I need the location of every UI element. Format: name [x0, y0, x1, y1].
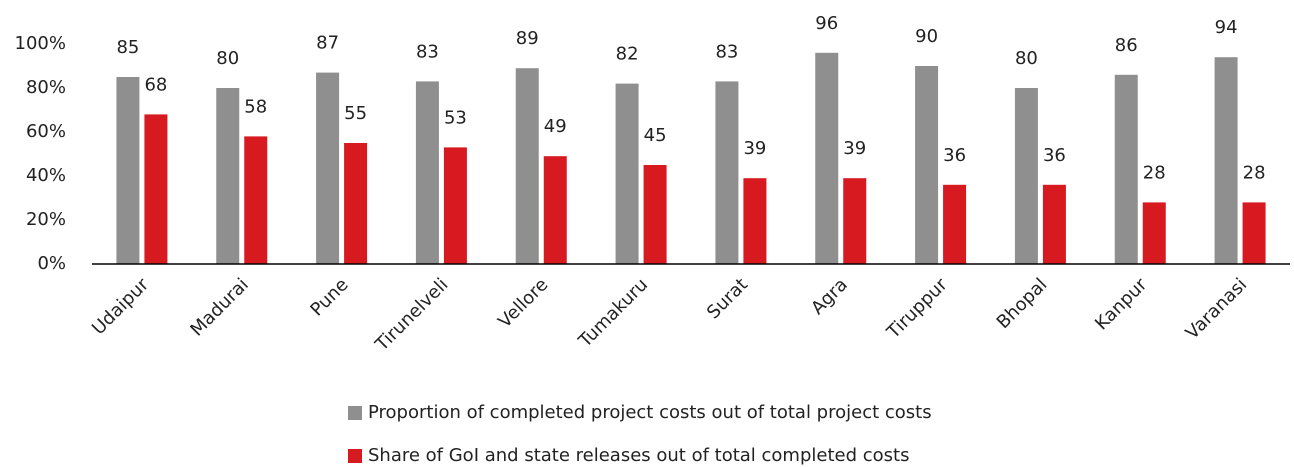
bar [1014, 88, 1038, 264]
data-label: 45 [644, 125, 667, 146]
x-tick-label: Tirunelveli [371, 274, 453, 356]
bar [715, 81, 739, 265]
legend-label: Share of GoI and state releases out of t… [368, 445, 909, 466]
x-tick-label: Bhopal [993, 274, 1052, 333]
data-label: 36 [943, 145, 966, 166]
data-label: 83 [416, 41, 439, 62]
bar [1214, 57, 1238, 265]
bar [743, 178, 767, 264]
bar [915, 66, 939, 264]
bar [1142, 202, 1166, 264]
bar [843, 178, 867, 264]
bar [943, 184, 967, 264]
data-label: 28 [1243, 162, 1266, 183]
x-tick-label: Varanasi [1182, 274, 1251, 343]
data-label: 28 [1143, 162, 1166, 183]
data-label: 90 [915, 26, 938, 47]
bar [244, 136, 268, 264]
data-label: 36 [1043, 145, 1066, 166]
legend-label: Proportion of completed project costs ou… [368, 402, 932, 423]
data-label: 83 [715, 41, 738, 62]
data-label: 86 [1115, 35, 1138, 56]
bar [615, 83, 639, 264]
data-label: 39 [843, 138, 866, 159]
bar [216, 88, 240, 264]
y-tick-label: 0% [37, 253, 66, 274]
bar [415, 81, 439, 265]
data-label: 96 [815, 13, 838, 34]
x-tick-label: Surat [703, 274, 752, 323]
y-tick-label: 20% [26, 209, 66, 230]
bar [443, 147, 467, 264]
data-label: 53 [444, 107, 467, 128]
bar [643, 165, 667, 264]
bar [815, 52, 839, 264]
y-tick-label: 80% [26, 77, 66, 98]
x-tick-label: Agra [807, 274, 852, 319]
data-label: 82 [616, 44, 639, 65]
x-tick-label: Udaipur [88, 274, 153, 339]
data-label: 55 [344, 103, 367, 124]
data-label: 87 [316, 33, 339, 54]
legend-swatch [348, 406, 362, 420]
data-label: 85 [116, 37, 139, 58]
data-label: 80 [216, 48, 239, 69]
bar [344, 143, 368, 264]
data-label: 58 [244, 96, 267, 117]
bar [543, 156, 567, 264]
bar [1242, 202, 1266, 264]
bar [515, 68, 539, 264]
data-label: 68 [144, 74, 167, 95]
x-tick-label: Pune [306, 274, 352, 320]
y-tick-label: 60% [26, 121, 66, 142]
x-tick-label: Kanpur [1091, 274, 1152, 335]
bar [1042, 184, 1066, 264]
data-label: 89 [516, 28, 539, 49]
data-label: 39 [743, 138, 766, 159]
data-label: 80 [1015, 48, 1038, 69]
legend-swatch [348, 449, 362, 463]
bar [116, 77, 140, 264]
y-tick-label: 40% [26, 165, 66, 186]
x-tick-label: Tumakuru [574, 274, 652, 352]
x-tick-label: Tiruppur [882, 274, 952, 344]
bar [1114, 74, 1138, 264]
bar [144, 114, 168, 265]
bar [316, 72, 340, 264]
data-label: 94 [1215, 17, 1238, 38]
x-tick-label: Madurai [186, 274, 252, 340]
x-tick-label: Vellore [494, 274, 552, 332]
y-tick-label: 100% [15, 33, 66, 54]
data-label: 49 [544, 116, 567, 137]
